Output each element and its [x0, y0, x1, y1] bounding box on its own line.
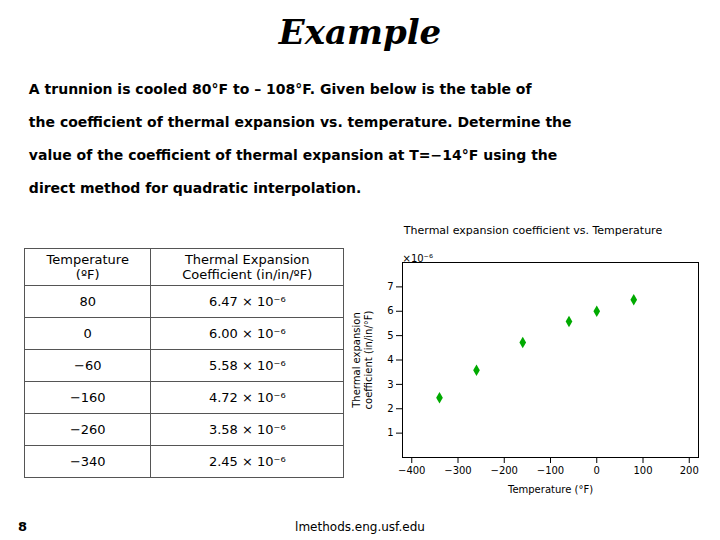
html-text:5.58 × 10⁻⁶: 5.58 × 10⁻⁶	[208, 358, 286, 373]
html-text:value of the coefficient of th: value of the coefficient of thermal expa…	[24, 147, 558, 163]
html-text:−160: −160	[69, 390, 106, 405]
svg-text:6: 6	[387, 305, 393, 316]
html-text:A trunnion is cooled 80°F to –: A trunnion is cooled 80°F to – 108°F. Gi…	[24, 81, 532, 97]
svg-text:3: 3	[387, 379, 393, 390]
svg-text:7: 7	[387, 281, 393, 292]
html-text:lmethods.eng.usf.edu: lmethods.eng.usf.edu	[295, 520, 425, 534]
html-text:−260: −260	[69, 422, 106, 437]
html-text:Thermal expansion coefficient: Thermal expansion coefficient (in/in/°F)	[351, 310, 374, 410]
html-text:−340: −340	[69, 454, 106, 469]
html-text:Thermal expansion coefficient: Thermal expansion coefficient vs. Temper…	[403, 224, 663, 237]
svg-text:4: 4	[387, 354, 393, 365]
html-text:80: 80	[79, 294, 96, 309]
svg-text:200: 200	[680, 465, 699, 476]
html-text:8: 8	[18, 519, 27, 534]
svg-text:1: 1	[387, 427, 393, 438]
html-text:6.00 × 10⁻⁶: 6.00 × 10⁻⁶	[208, 326, 286, 341]
html-text:3.58 × 10⁻⁶: 3.58 × 10⁻⁶	[208, 422, 286, 437]
svg-text:100: 100	[633, 465, 652, 476]
html-text:Thermal Expansion Coefficient: Thermal Expansion Coefficient (in/in/ºF)	[182, 252, 313, 282]
svg-text:0: 0	[594, 465, 600, 476]
svg-text:−300: −300	[444, 465, 471, 476]
html-text:the coefficient of thermal exp: the coefficient of thermal expansion vs.…	[24, 114, 572, 130]
svg-text:−400: −400	[398, 465, 425, 476]
svg-text:×10⁻⁶: ×10⁻⁶	[403, 253, 433, 264]
html-text:Example: Example	[278, 12, 442, 52]
html-text:−60: −60	[74, 358, 102, 373]
html-text:6.47 × 10⁻⁶: 6.47 × 10⁻⁶	[208, 294, 286, 309]
svg-text:2: 2	[387, 403, 393, 414]
html-text:2.45 × 10⁻⁶: 2.45 × 10⁻⁶	[208, 454, 286, 469]
svg-text:5: 5	[387, 330, 393, 341]
html-text:0: 0	[83, 326, 92, 341]
html-text:Temperature (ºF): Temperature (ºF)	[46, 252, 129, 282]
svg-text:Temperature (°F): Temperature (°F)	[507, 484, 593, 495]
svg-text:−100: −100	[537, 465, 564, 476]
html-text:4.72 × 10⁻⁶: 4.72 × 10⁻⁶	[208, 390, 286, 405]
svg-text:−200: −200	[491, 465, 518, 476]
html-text:direct method for quadratic in: direct method for quadratic interpolatio…	[24, 180, 362, 196]
